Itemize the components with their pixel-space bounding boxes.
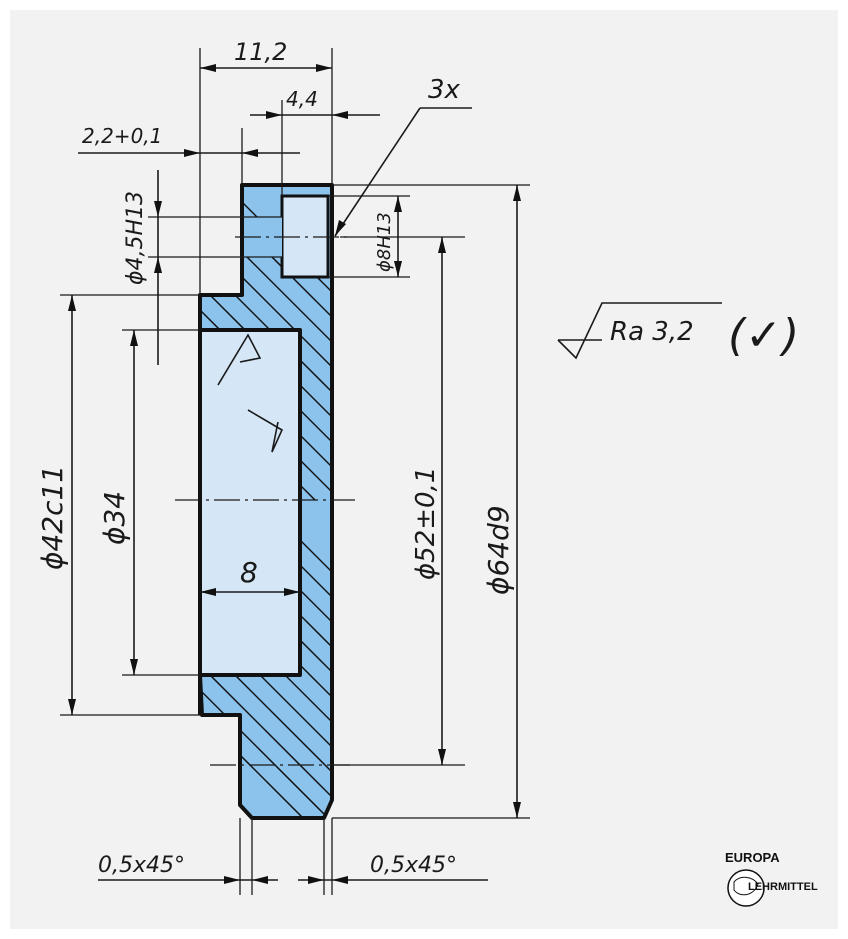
dim-hub-dia: ϕ42c11 [36,465,69,570]
technical-drawing: 11,2 4,4 2,2+0,1 3x ϕ4,5H13 ϕ8H13 ϕ64d9 … [36,38,818,907]
logo-top-text: EUROPA [725,850,780,865]
logo-bottom-text: LEHRMITTEL [748,881,818,893]
drawing-sheet: 11,2 4,4 2,2+0,1 3x ϕ4,5H13 ϕ8H13 ϕ64d9 … [10,10,838,929]
surface-roughness: Ra 3,2 [610,317,694,347]
dim-pin-hole-dia: ϕ4,5H13 [123,191,148,285]
dim-step-depth: 2,2+0,1 [82,124,162,148]
pin-hole [242,217,282,257]
part-outline [198,183,334,820]
europa-lehrmittel-logo: EUROPA LEHRMITTEL [725,850,818,907]
finish-mark-2 [247,409,284,453]
dim-slot-width: 4,4 [286,87,318,111]
general-finish-symbol: (✓) [728,310,799,361]
hole-count: 3x [428,75,461,105]
dim-pitch-dia: ϕ52±0,1 [411,467,441,580]
dim-bore-depth: 8 [240,556,258,589]
dim-counterbore-dia: ϕ8H13 [374,212,395,272]
dim-chamfer-right: 0,5x45° [370,853,457,878]
dim-width-total: 11,2 [234,38,287,66]
dim-chamfer-left: 0,5x45° [98,853,185,878]
bore [200,330,300,675]
finish-mark-1 [217,333,262,386]
dim-bore-dia: ϕ34 [98,491,131,545]
surface-finish-symbol [557,302,722,360]
dim-outer-dia: ϕ64d9 [482,505,515,595]
count-leader [334,107,421,237]
